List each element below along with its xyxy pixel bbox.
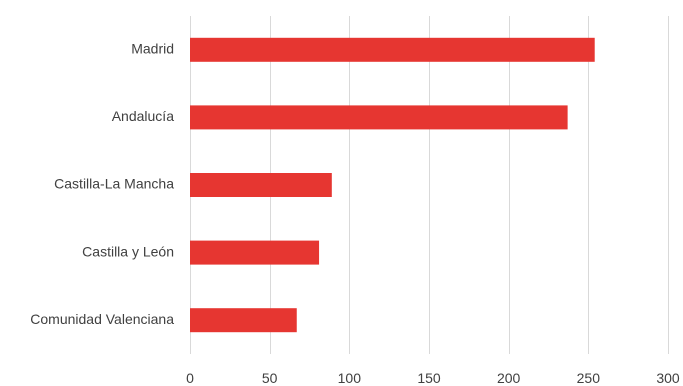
- bar-castilla-la-mancha: [190, 173, 332, 197]
- category-labels: Madrid Andalucía Castilla-La Mancha Castill…: [30, 41, 174, 327]
- gridlines: [190, 16, 669, 354]
- bars: [190, 37, 595, 333]
- tick-label-250: 250: [577, 370, 601, 386]
- bar-andaluc-a: [190, 105, 568, 130]
- category-label: Comunidad Valenciana: [30, 311, 174, 327]
- bar-castilla-y-le-n: [190, 240, 320, 265]
- bar-madrid: [190, 37, 595, 62]
- tick-label-300: 300: [656, 370, 680, 386]
- tick-label-200: 200: [497, 370, 521, 386]
- category-label: Castilla-La Mancha: [54, 176, 174, 192]
- tick-label-0: 0: [186, 370, 194, 386]
- bar-comunidad-valenciana: [190, 308, 297, 333]
- category-label: Madrid: [131, 41, 174, 57]
- tick-label-50: 50: [262, 370, 278, 386]
- tick-label-150: 150: [417, 370, 441, 386]
- category-label: Castilla y León: [82, 243, 174, 259]
- category-label: Andalucía: [112, 108, 174, 124]
- x-axis-tick-labels: 0 50 100 150 200 250 300: [186, 370, 680, 386]
- tick-label-100: 100: [338, 370, 362, 386]
